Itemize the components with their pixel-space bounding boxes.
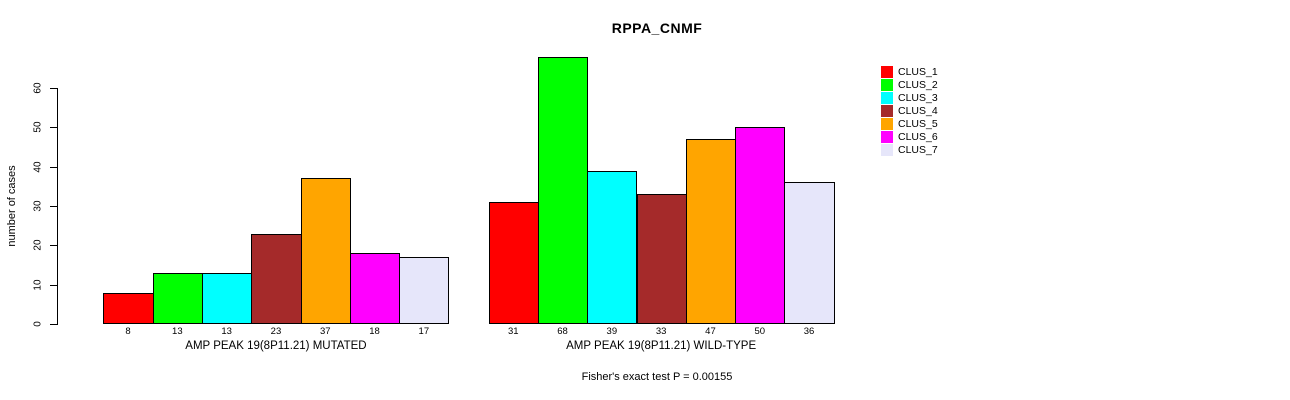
y-axis-line [57,88,58,325]
bar-clus_3-group2 [587,170,638,324]
bar-clus_2-group1 [152,272,203,324]
y-axis-tick [50,245,57,247]
legend-label: CLUS_5 [898,117,938,130]
y-axis-tick [50,324,57,325]
bar-clus_3-group1 [202,272,253,324]
bar-clus_4-group1 [251,233,302,324]
bar-value-label: 36 [803,326,815,337]
bar-clus_1-group1 [103,292,154,324]
bar-value-label: 31 [507,326,519,337]
y-tick-label: 50 [32,121,44,133]
annotation-text: Fisher's exact test P = 0.00155 [581,371,733,383]
bar-value-label: 8 [125,326,131,337]
legend-label: CLUS_1 [898,65,938,78]
y-axis-tick [50,284,57,286]
y-tick-label: 30 [32,200,44,212]
bar-value-label: 33 [655,326,667,337]
y-axis-tick [50,206,57,207]
bar-value-label: 39 [606,326,618,337]
bar-value-label: 50 [754,326,766,337]
bar-clus_1-group2 [488,202,539,324]
bar-value-label: 13 [172,326,183,337]
legend-swatch [881,144,893,156]
y-tick-label: 0 [32,321,44,327]
legend-swatch [881,66,893,78]
bar-clus_7-group1 [399,257,450,324]
bar-clus_6-group2 [735,127,786,324]
y-axis-tick [50,88,57,89]
bar-clus_4-group2 [636,194,687,324]
bar-value-label: 13 [221,326,232,337]
bar-value-label: 18 [369,326,380,337]
bar-value-label: 37 [319,326,331,337]
legend-swatch [881,79,893,91]
bar-value-label: 68 [557,326,568,337]
legend-swatch [881,131,893,143]
bar-clus_6-group1 [349,253,401,324]
group-label-2: AMP PEAK 19(8P11.21) WILD-TYPE [566,340,757,352]
legend-label: CLUS_6 [898,130,938,143]
y-axis-label: number of cases [6,165,18,247]
group-label-1: AMP PEAK 19(8P11.21) MUTATED [185,340,367,352]
legend-label: CLUS_4 [898,104,938,117]
bar-clus_5-group1 [300,178,351,324]
bar-clus_5-group2 [685,139,737,324]
legend-swatch [881,105,893,117]
bar-value-label: 23 [270,326,282,337]
bar-value-label: 47 [705,326,716,337]
legend-label: CLUS_3 [898,91,938,104]
bar-clus_2-group2 [537,56,589,324]
y-tick-label: 20 [32,239,44,251]
y-tick-label: 60 [32,82,44,94]
chart-title: RPPA_CNMF [611,20,703,36]
legend-label: CLUS_2 [898,78,938,91]
legend-label: CLUS_7 [898,143,938,156]
y-axis-tick [50,127,57,129]
bar-clus_7-group2 [784,182,835,324]
legend-swatch [881,118,893,130]
y-tick-label: 10 [32,279,44,291]
legend-swatch [881,92,893,104]
y-axis-tick [50,166,57,168]
y-tick-label: 40 [32,161,44,173]
bar-value-label: 17 [418,326,430,337]
